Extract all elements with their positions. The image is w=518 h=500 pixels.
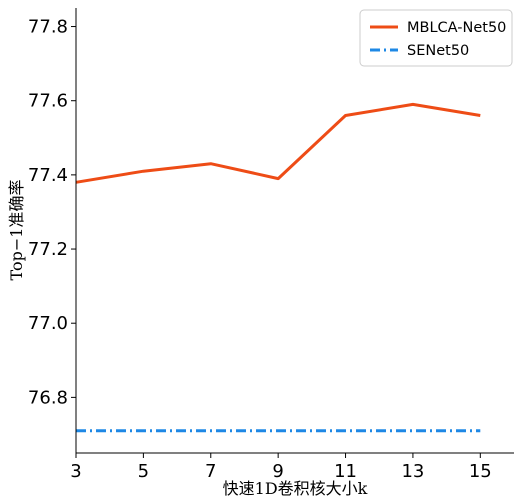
x-tick-label: 5 <box>138 461 149 482</box>
x-axis-ticks: 3 5 7 9 11 13 15 <box>70 453 492 482</box>
y-tick-label: 76.8 <box>28 387 68 408</box>
y-tick-label: 77.0 <box>28 313 68 334</box>
y-tick-label: 77.6 <box>28 91 68 112</box>
y-axis-label: Top−1准确率 <box>7 180 26 281</box>
x-tick-label: 11 <box>334 461 357 482</box>
y-tick-label: 77.8 <box>28 17 68 38</box>
plot-area <box>75 8 514 454</box>
x-tick-label: 7 <box>205 461 216 482</box>
y-axis-ticks: 76.8 77.0 77.2 77.4 77.6 77.8 <box>28 17 76 408</box>
x-tick-label: 13 <box>401 461 424 482</box>
series-line-mblca-net50 <box>75 102 481 184</box>
legend-label-mblca: MBLCA-Net50 <box>407 20 506 36</box>
legend: MBLCA-Net50 SENet50 <box>359 9 513 67</box>
legend-box <box>359 9 513 67</box>
series-layer <box>75 102 481 433</box>
y-tick-label: 77.4 <box>28 165 68 186</box>
legend-label-senet: SENet50 <box>407 43 469 59</box>
x-axis-label: 快速1D卷积核大小k <box>223 479 368 498</box>
y-tick-label: 77.2 <box>28 239 68 260</box>
x-tick-label: 9 <box>272 461 283 482</box>
x-tick-label: 15 <box>469 461 492 482</box>
x-tick-label: 3 <box>70 461 81 482</box>
